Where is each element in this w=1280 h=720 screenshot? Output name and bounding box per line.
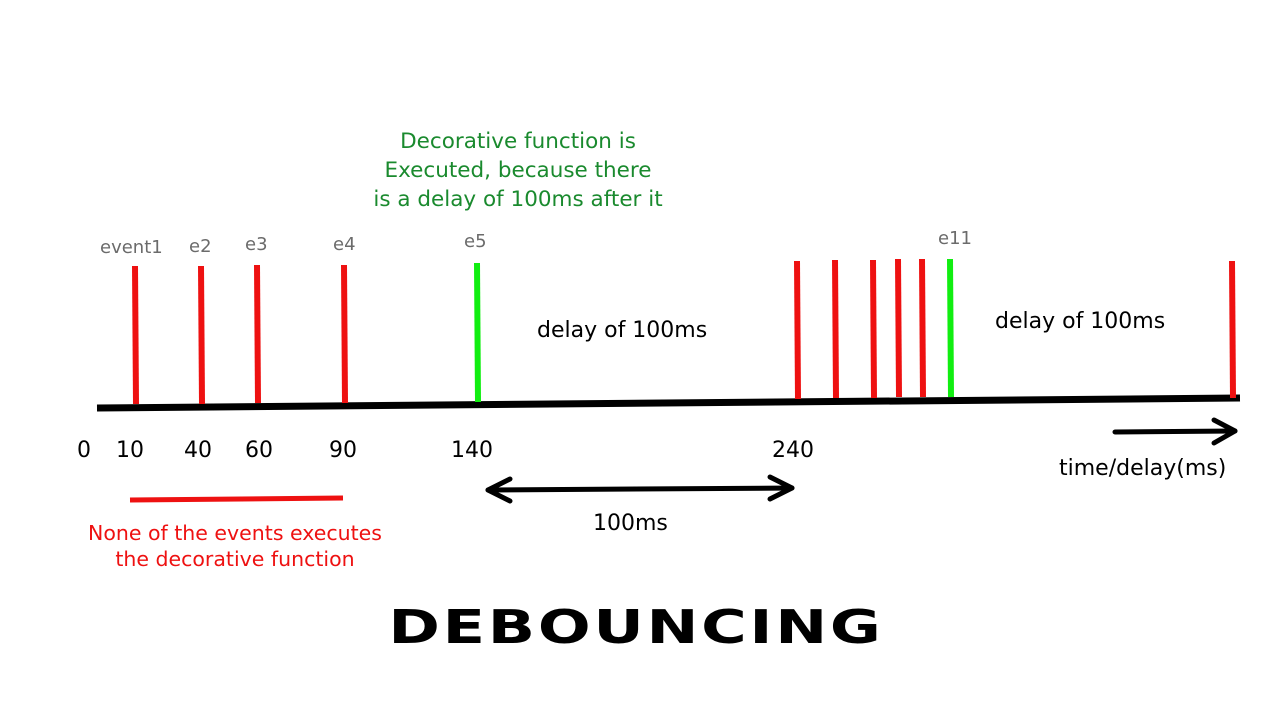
delay-label-2: delay of 100ms [995,309,1166,334]
event-bar-e2 [198,265,205,405]
event-bar-e11 [947,258,954,398]
event-label-e4: e4 [333,234,356,255]
event-label-event1: event1 [100,237,163,258]
executed-note: Decorative function is Executed, because… [373,129,663,212]
diagram-title: DEBOUNCING [388,600,884,654]
tick-label-40: 40 [184,438,212,463]
event-bar-e12 [1229,260,1236,399]
event-bar-e9 [895,258,902,398]
event-label-e5: e5 [464,231,487,252]
event-bar-event1 [132,265,139,405]
tick-label-10: 10 [116,438,144,463]
tick-label-90: 90 [329,438,357,463]
ignored-note: None of the events executes the decorati… [88,521,382,571]
event-label-e2: e2 [189,236,212,257]
event-bar-e7 [832,259,839,399]
ignored-range-underline [129,495,344,503]
time-axis-caption: time/delay(ms) [1059,456,1227,481]
delay-label-1: delay of 100ms [537,318,708,343]
time-arrow [1112,417,1238,446]
tick-label-60: 60 [245,438,273,463]
event-bar-e4 [341,264,348,404]
event-label-e3: e3 [245,234,268,255]
timeline-axis [96,394,1241,412]
tick-label-140: 140 [451,438,493,463]
interval-arrow [485,474,795,504]
event-bar-e10 [919,258,926,398]
tick-label-240: 240 [772,438,814,463]
event-bar-e5 [474,262,481,403]
event-bar-e8 [870,259,877,399]
event-bar-e3 [254,264,261,404]
event-label-e11: e11 [938,228,972,249]
tick-label-0: 0 [77,438,91,463]
interval-label: 100ms [593,511,668,536]
event-bar-e6 [794,260,801,400]
